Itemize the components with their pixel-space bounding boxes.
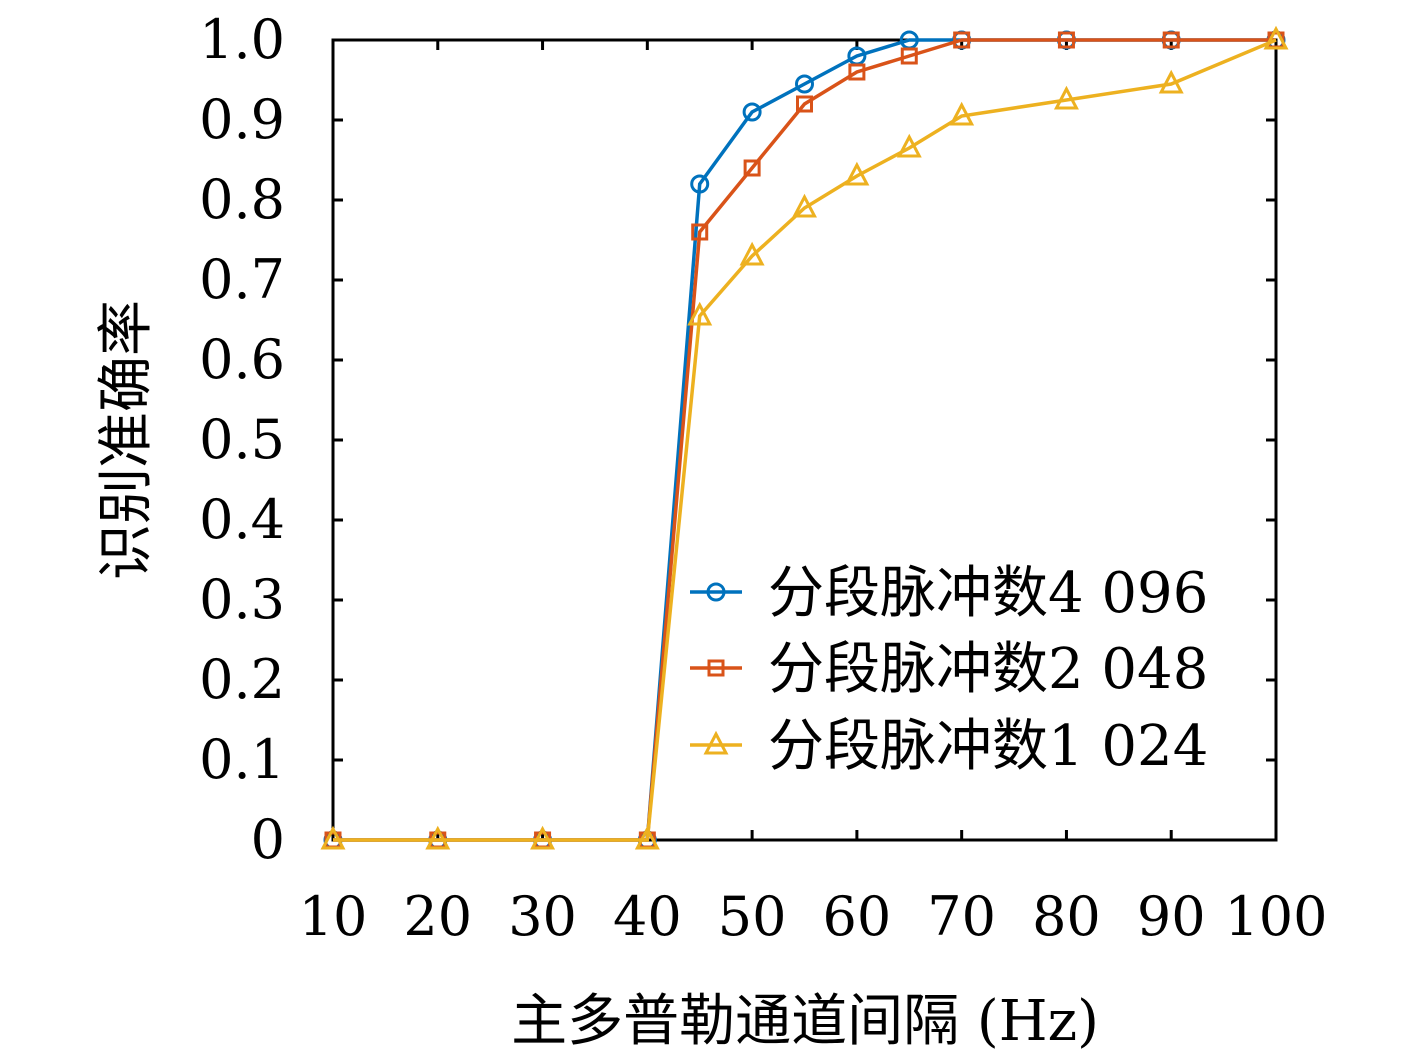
- data-point: [320, 825, 346, 850]
- data-point: [1158, 69, 1184, 94]
- data-point: [792, 193, 817, 218]
- data-point: [900, 47, 918, 65]
- data-point: [634, 825, 660, 850]
- y-axis-label: 识别准确率: [94, 300, 159, 580]
- x-tick-label: 50: [718, 885, 787, 948]
- data-point: [425, 825, 451, 850]
- legend-item: 分段脉冲数1 024: [690, 714, 1208, 779]
- y-tick-label: 0.8: [199, 168, 285, 231]
- series-triangle: [320, 25, 1289, 850]
- data-point: [953, 31, 971, 49]
- legend-marker: [707, 659, 725, 677]
- legend-marker: [703, 730, 729, 755]
- legend-marker: [706, 582, 726, 602]
- x-tick-label: 70: [927, 885, 996, 948]
- data-point: [795, 74, 814, 94]
- x-tick-label: 90: [1137, 885, 1206, 948]
- data-point: [742, 102, 762, 122]
- x-tick-label: 30: [508, 885, 577, 948]
- data-point: [1263, 25, 1289, 50]
- legend-label: 分段脉冲数4 096: [768, 561, 1208, 626]
- data-point: [687, 301, 713, 326]
- data-point: [844, 161, 870, 186]
- legend-item: 分段脉冲数2 048: [690, 637, 1208, 702]
- y-tick-label: 1.0: [199, 8, 285, 71]
- x-tick-label: 80: [1032, 885, 1101, 948]
- y-tick-label: 0.1: [199, 728, 285, 791]
- x-tick-label: 40: [613, 885, 682, 948]
- y-tick-label: 0.9: [199, 88, 285, 151]
- data-point: [743, 159, 761, 177]
- series-line: [333, 38, 1277, 842]
- x-tick-label: 60: [823, 885, 892, 948]
- x-tick-label: 10: [299, 885, 368, 948]
- legend-label: 分段脉冲数2 048: [768, 637, 1208, 702]
- x-tick-label: 20: [403, 885, 472, 948]
- data-point: [796, 95, 813, 113]
- data-point: [691, 223, 709, 241]
- data-point: [690, 174, 710, 194]
- data-point: [1057, 31, 1075, 49]
- data-point: [848, 63, 866, 81]
- y-tick-label: 0.3: [199, 568, 285, 631]
- axes: 10 20 30 40 50 60 70 80 90 100 0 0.1 0.2 0.3 0.4 0.5 0.6…: [199, 8, 1327, 948]
- data-point: [949, 101, 975, 126]
- y-tick-label: 0.4: [199, 488, 285, 551]
- x-axis-label: 主多普勒通道间隔 (Hz): [511, 989, 1099, 1054]
- legend-label: 分段脉冲数1 024: [768, 714, 1208, 779]
- y-tick-label: 0.2: [199, 648, 285, 711]
- data-point: [896, 133, 922, 158]
- legend-item: 分段脉冲数4 096: [690, 561, 1208, 626]
- data-point: [530, 825, 556, 850]
- series-group: [320, 25, 1289, 850]
- y-tick-label: 0: [251, 808, 285, 871]
- y-tick-label: 0.6: [199, 328, 285, 391]
- data-point: [1162, 31, 1180, 49]
- data-point: [1053, 85, 1079, 110]
- x-tick-label: 100: [1224, 885, 1327, 948]
- y-tick-label: 0.7: [199, 248, 285, 311]
- data-point: [739, 241, 765, 266]
- y-tick-label: 0.5: [199, 408, 285, 471]
- legend: 分段脉冲数4 096 分段脉冲数2 048 分段脉冲数1 024: [690, 561, 1208, 779]
